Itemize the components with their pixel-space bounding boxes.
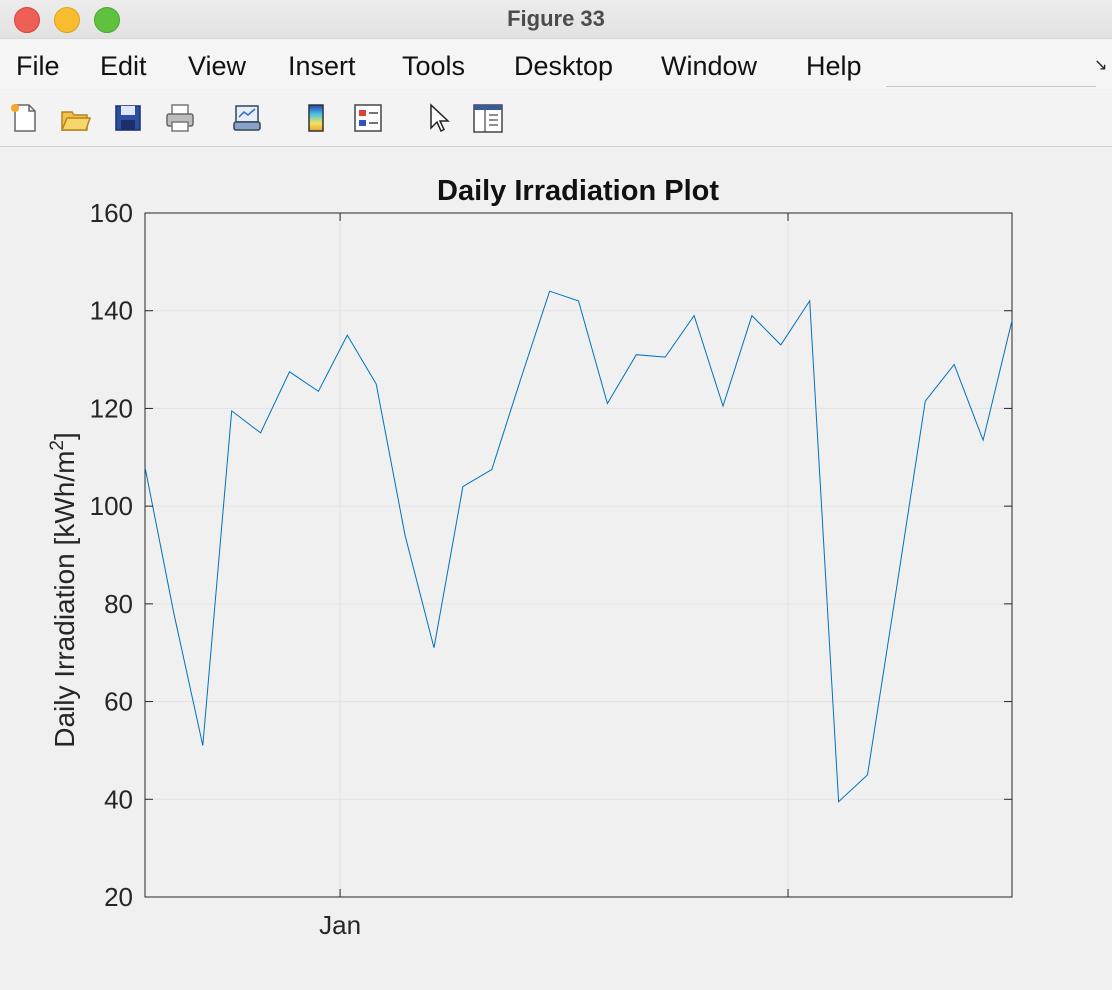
close-icon[interactable] <box>14 7 40 33</box>
chart-title: Daily Irradiation Plot <box>437 175 719 207</box>
colorbar-icon[interactable] <box>300 102 332 134</box>
print-icon[interactable] <box>164 102 196 134</box>
menu-edit[interactable]: Edit <box>100 51 147 81</box>
open-file-icon[interactable] <box>59 102 91 134</box>
link-plot-icon[interactable] <box>231 102 263 134</box>
y-tick-label: 140 <box>90 296 133 326</box>
y-tick-label: 160 <box>90 198 133 228</box>
y-axis-label-main: Daily Irradiation [kWh/m <box>49 451 80 748</box>
window-title: Figure 33 <box>507 6 605 31</box>
menu-tools[interactable]: Tools <box>402 51 466 81</box>
y-tick-label: 40 <box>104 784 133 814</box>
line-chart[interactable]: 20 40 60 80 100 120 140 160 Jan Daily Irradiati… <box>0 147 1112 985</box>
menu-view[interactable]: View <box>188 51 247 81</box>
title-bar: Figure 33 <box>0 0 1112 39</box>
y-tick-labels: 20 40 60 80 100 120 140 160 <box>90 198 1012 912</box>
menu-help[interactable]: Help <box>806 51 862 81</box>
y-tick-label: 20 <box>104 882 133 912</box>
y-axis-label-tail: ] <box>49 432 80 440</box>
save-icon[interactable] <box>112 102 144 134</box>
minimize-icon[interactable] <box>54 7 80 33</box>
axes-box <box>144 212 1013 898</box>
menu-desktop[interactable]: Desktop <box>514 51 614 81</box>
series-line[interactable] <box>144 290 1013 803</box>
figure-canvas: 20 40 60 80 100 120 140 160 Jan Daily Irradiati… <box>0 147 1112 985</box>
y-axis-label: Daily Irradiation [kWh/m2] <box>47 432 80 748</box>
menu-separator <box>886 86 1096 87</box>
menu-file[interactable]: File <box>16 51 60 81</box>
dock-arrow-icon[interactable]: ↘ <box>1094 57 1108 74</box>
menu-bar: File Edit View Insert Tools Desktop Wind… <box>0 39 1112 89</box>
y-tick-label: 80 <box>104 589 133 619</box>
maximize-icon[interactable] <box>94 7 120 33</box>
y-tick-label: 120 <box>90 393 133 423</box>
y-tick-label: 60 <box>104 687 133 717</box>
menu-insert[interactable]: Insert <box>288 51 356 81</box>
grid-lines <box>145 213 1012 897</box>
property-inspector-icon[interactable] <box>472 102 504 134</box>
y-tick-label: 100 <box>90 491 133 521</box>
legend-icon[interactable] <box>352 102 384 134</box>
x-tick-labels: Jan <box>319 213 789 940</box>
new-figure-icon[interactable] <box>8 102 40 134</box>
y-axis-label-sup: 2 <box>47 440 68 451</box>
menu-window[interactable]: Window <box>661 51 758 81</box>
pointer-icon[interactable] <box>424 102 456 134</box>
x-tick-label: Jan <box>319 910 361 940</box>
toolbar <box>0 90 1112 147</box>
